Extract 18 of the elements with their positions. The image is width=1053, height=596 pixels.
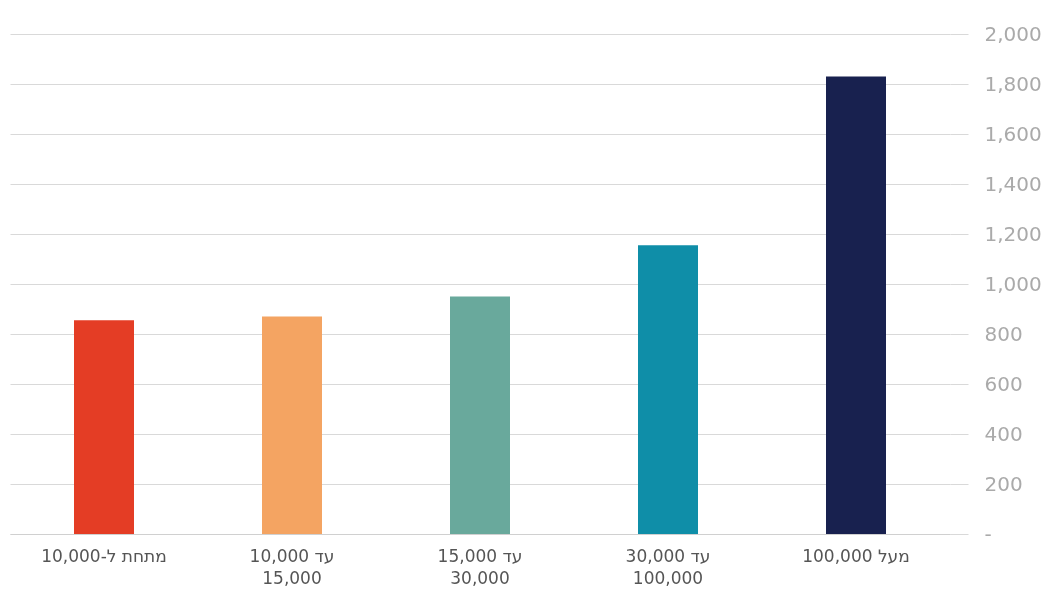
y-tick-label: 2,000 xyxy=(984,21,1042,46)
x-tick-label: מעל 100,000 xyxy=(802,545,910,566)
y-tick-label: 800 xyxy=(984,321,1023,346)
bar xyxy=(74,320,134,534)
y-tick-label: 1,000 xyxy=(984,271,1042,296)
y-tick-label: 1,800 xyxy=(984,71,1042,96)
x-tick-label: מתחת ל-10,000 xyxy=(41,545,167,566)
bar xyxy=(826,76,886,534)
y-tick-label: 600 xyxy=(984,371,1023,396)
y-tick-label: 400 xyxy=(984,421,1023,446)
bar xyxy=(262,316,322,534)
bar xyxy=(450,296,510,534)
y-tick-label: 200 xyxy=(984,471,1023,496)
bar xyxy=(638,245,698,534)
y-tick-label: 1,200 xyxy=(984,221,1042,246)
y-tick-label: 1,600 xyxy=(984,121,1042,146)
y-tick-label: 1,400 xyxy=(984,171,1042,196)
y-tick-label: - xyxy=(984,521,992,546)
